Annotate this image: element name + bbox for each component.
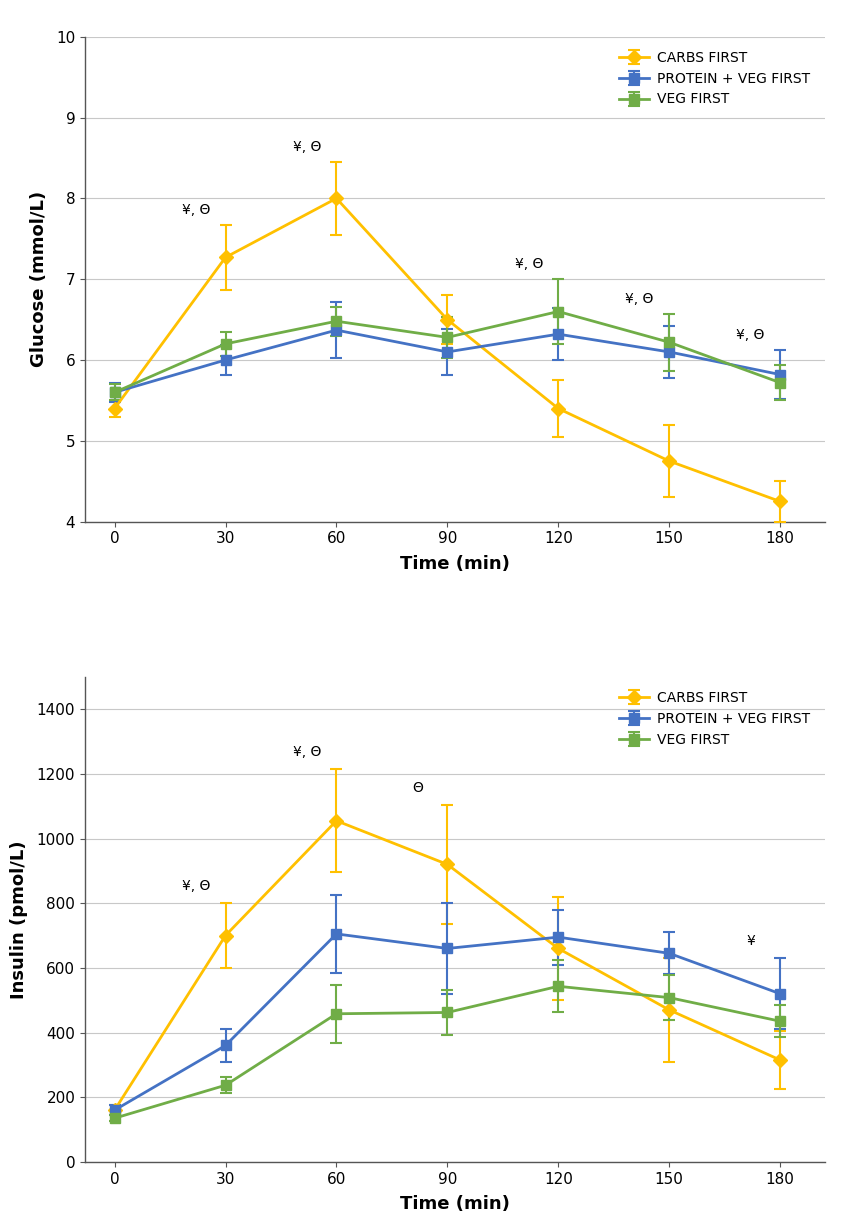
Text: ¥, Θ: ¥, Θ bbox=[292, 139, 321, 154]
Text: ¥, Θ: ¥, Θ bbox=[292, 745, 321, 759]
Text: ¥, Θ: ¥, Θ bbox=[736, 328, 765, 342]
Text: ¥: ¥ bbox=[746, 934, 755, 949]
X-axis label: Time (min): Time (min) bbox=[400, 1195, 510, 1213]
Text: ¥, Θ: ¥, Θ bbox=[626, 292, 654, 306]
Y-axis label: Insulin (pmol/L): Insulin (pmol/L) bbox=[10, 840, 28, 999]
Text: ¥, Θ: ¥, Θ bbox=[514, 257, 543, 272]
Text: ¥, Θ: ¥, Θ bbox=[182, 879, 210, 894]
Text: ¥, Θ: ¥, Θ bbox=[182, 203, 210, 216]
Legend: CARBS FIRST, PROTEIN + VEG FIRST, VEG FIRST: CARBS FIRST, PROTEIN + VEG FIRST, VEG FI… bbox=[612, 684, 818, 753]
Text: Θ: Θ bbox=[412, 780, 423, 795]
Y-axis label: Glucose (mmol/L): Glucose (mmol/L) bbox=[30, 191, 48, 367]
X-axis label: Time (min): Time (min) bbox=[400, 555, 510, 572]
Legend: CARBS FIRST, PROTEIN + VEG FIRST, VEG FIRST: CARBS FIRST, PROTEIN + VEG FIRST, VEG FI… bbox=[612, 44, 818, 114]
